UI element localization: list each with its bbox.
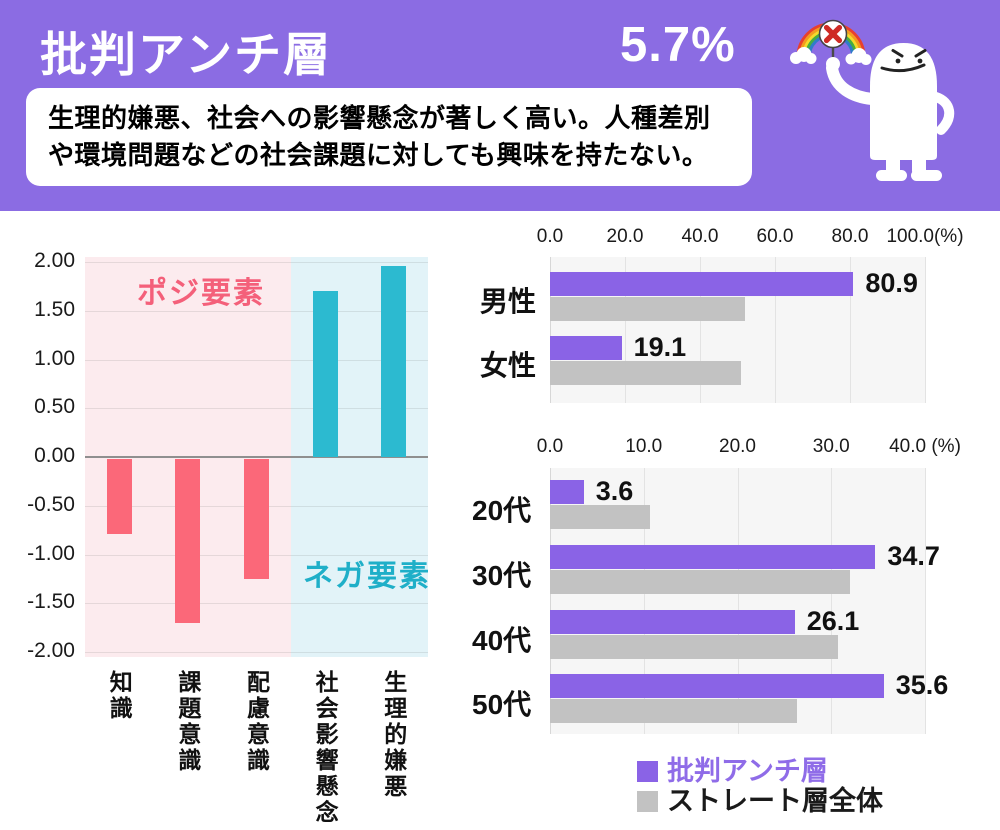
zone-label-0: ポジ要素	[137, 277, 265, 310]
gridline-x	[700, 257, 701, 403]
legend-label-straight: ストレート層全体	[667, 785, 883, 816]
legend-swatch-straight	[637, 790, 658, 812]
cloud-icon	[790, 47, 872, 65]
x-category-label: 生理的嫌悪	[380, 670, 407, 800]
gridline-x	[643, 468, 645, 734]
x-tick-label: 20.0	[719, 436, 756, 457]
gridline-x	[775, 257, 776, 403]
zone-label-1: ネガ要素	[303, 560, 431, 593]
axis-line-y	[550, 468, 551, 734]
gridline-x	[737, 468, 739, 734]
value-label: 34.7	[887, 540, 940, 571]
category-label: 30代	[472, 559, 532, 591]
x-tick-label: 100.0(%)	[886, 226, 964, 247]
description-box: 生理的嫌悪、社会への影響懸念が著しく高い。人種差別 や環境問題などの社会課題に対…	[26, 88, 752, 186]
axis-line-y	[550, 257, 551, 403]
bar-primary-40代	[550, 609, 795, 634]
description-text: 生理的嫌悪、社会への影響懸念が著しく高い。人種差別 や環境問題などの社会課題に対…	[48, 100, 730, 174]
bar-生理的嫌悪	[381, 265, 407, 457]
value-label: 35.6	[895, 670, 949, 701]
angry-mascot-icon	[790, 19, 955, 181]
x-tick-label: 80.0	[831, 226, 869, 247]
value-label: 26.1	[806, 605, 860, 636]
legend-label-anti: 批判アンチ層	[667, 755, 828, 786]
y-tick-label: 0.00	[34, 444, 75, 467]
bar-配慮意識	[244, 459, 269, 579]
y-tick-label: -1.50	[27, 590, 75, 614]
bar-primary-20代	[550, 480, 584, 504]
chart-legend: 批判アンチ層 ストレート層全体	[637, 756, 883, 816]
bar-primary-30代	[550, 544, 876, 569]
legend-swatch-anti	[637, 760, 658, 782]
bar-社会影響懸念	[312, 291, 338, 457]
y-tick-label: 1.50	[34, 297, 75, 321]
description-line1: 生理的嫌悪、社会への影響懸念が著しく高い。人種差別	[48, 103, 711, 133]
age-bar-chart: 0.0 10.0 20.0 30.0 40.0 (%) 3.6 20代 34.7 30代 26.1…	[460, 430, 1000, 750]
x-tick-label: 40.0 (%)	[889, 436, 961, 457]
x-tick-label: 30.0	[812, 436, 850, 457]
x-category-label: 知識	[106, 670, 133, 722]
bar-primary-男性	[550, 272, 854, 296]
gridline-y	[85, 310, 428, 312]
y-tick-label: 0.50	[34, 395, 75, 419]
category-label: 40代	[472, 624, 532, 656]
category-label: 男性	[480, 286, 537, 317]
x-tick-label: 0.0	[536, 226, 564, 247]
bar-compare-30代	[550, 569, 850, 594]
bar-compare-50代	[550, 699, 797, 724]
x-category-label: 配慮意識	[243, 670, 270, 774]
bar-compare-40代	[550, 634, 838, 659]
category-label: 50代	[472, 689, 532, 721]
y-tick-label: -0.50	[27, 492, 75, 516]
legend-item-anti: 批判アンチ層	[637, 756, 883, 786]
x-tick-label: 40.0	[681, 226, 719, 247]
bar-compare-女性	[550, 361, 741, 385]
gridline-y	[85, 603, 428, 605]
x-tick-label: 20.0	[606, 226, 644, 247]
value-label: 3.6	[595, 476, 634, 506]
category-label: 女性	[480, 350, 537, 381]
y-tick-label: 2.00	[34, 249, 75, 272]
gender-bar-chart: 0.0 20.0 40.0 60.0 80.0 100.0(%) 80.9 男性 19.1 女性	[460, 218, 1000, 418]
gridline-x	[625, 257, 626, 403]
gridline-x	[925, 257, 926, 403]
value-label: 80.9	[865, 268, 918, 298]
y-tick-label: 1.00	[34, 346, 75, 370]
angry-face-icon	[880, 49, 927, 73]
gridline-y	[85, 359, 428, 361]
x-tick-label: 10.0	[625, 436, 663, 457]
x-category-label: 課題意識	[174, 670, 201, 774]
eyes	[895, 58, 923, 64]
segment-percentage: 5.7%	[620, 18, 736, 72]
factor-score-chart: 2.00 1.50 1.00 0.50 0.00 -0.50 -1.00 -1.50 -2.00…	[0, 230, 460, 830]
page-title: 批判アンチ層	[40, 28, 333, 81]
bar-課題意識	[175, 459, 201, 623]
gridline-y	[85, 652, 428, 653]
x-mark-sign-icon	[818, 19, 848, 64]
gridline-x	[850, 257, 851, 403]
value-label: 19.1	[633, 332, 687, 362]
x-tick-label: 0.0	[536, 436, 564, 457]
description-line2: や環境問題などの社会課題に対しても興味を持たない。	[48, 139, 709, 170]
bar-知識	[106, 459, 132, 535]
gridline-x	[925, 468, 926, 734]
legend-item-straight: ストレート層全体	[637, 786, 883, 816]
x-tick-label: 60.0	[756, 226, 794, 247]
zero-axis-line	[85, 456, 428, 458]
category-label: 20代	[472, 495, 532, 526]
bar-primary-50代	[550, 674, 884, 699]
mascot-body	[826, 43, 955, 181]
gridline-x	[831, 468, 833, 734]
gridline-y	[85, 262, 428, 263]
y-tick-label: -1.00	[27, 541, 75, 565]
bar-compare-20代	[550, 505, 651, 529]
bar-primary-女性	[550, 336, 622, 360]
y-tick-label: -2.00	[27, 639, 75, 662]
gridline-y	[85, 408, 428, 410]
x-category-label: 社会影響懸念	[312, 670, 339, 826]
header-banner: 批判アンチ層 5.7% 生理的嫌悪、社会への影響懸念が著しく高い。人種差別 や環…	[0, 0, 1000, 211]
bar-compare-男性	[550, 297, 745, 321]
